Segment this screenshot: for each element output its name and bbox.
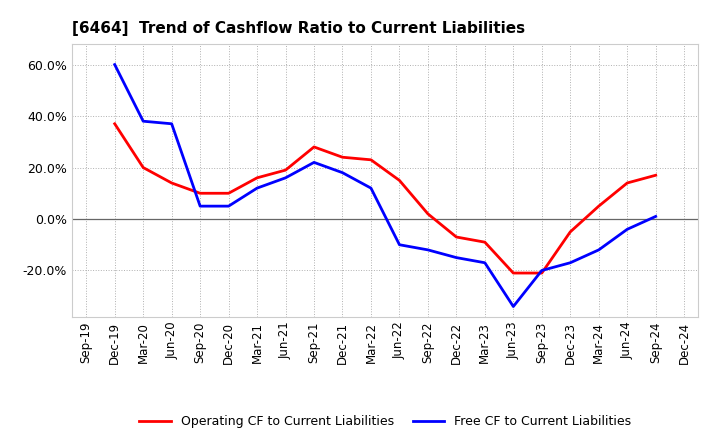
Free CF to Current Liabilities [167, 121, 176, 126]
Operating CF to Current Liabilities [282, 168, 290, 173]
Operating CF to Current Liabilities [253, 175, 261, 180]
Operating CF to Current Liabilities [652, 172, 660, 178]
Free CF to Current Liabilities [196, 203, 204, 209]
Free CF to Current Liabilities [423, 247, 432, 253]
Operating CF to Current Liabilities [537, 271, 546, 276]
Free CF to Current Liabilities [595, 247, 603, 253]
Operating CF to Current Liabilities [196, 191, 204, 196]
Operating CF to Current Liabilities [480, 239, 489, 245]
Operating CF to Current Liabilities [452, 235, 461, 240]
Text: [6464]  Trend of Cashflow Ratio to Current Liabilities: [6464] Trend of Cashflow Ratio to Curren… [72, 21, 525, 36]
Free CF to Current Liabilities [395, 242, 404, 247]
Operating CF to Current Liabilities [225, 191, 233, 196]
Operating CF to Current Liabilities [395, 178, 404, 183]
Free CF to Current Liabilities [652, 214, 660, 219]
Free CF to Current Liabilities [282, 175, 290, 180]
Operating CF to Current Liabilities [423, 211, 432, 216]
Free CF to Current Liabilities [139, 118, 148, 124]
Free CF to Current Liabilities [253, 186, 261, 191]
Free CF to Current Liabilities [310, 160, 318, 165]
Free CF to Current Liabilities [566, 260, 575, 265]
Free CF to Current Liabilities [537, 268, 546, 273]
Free CF to Current Liabilities [338, 170, 347, 175]
Free CF to Current Liabilities [366, 186, 375, 191]
Legend: Operating CF to Current Liabilities, Free CF to Current Liabilities: Operating CF to Current Liabilities, Fre… [135, 411, 636, 433]
Line: Free CF to Current Liabilities: Free CF to Current Liabilities [114, 65, 656, 307]
Free CF to Current Liabilities [452, 255, 461, 260]
Free CF to Current Liabilities [509, 304, 518, 309]
Operating CF to Current Liabilities [110, 121, 119, 126]
Free CF to Current Liabilities [623, 227, 631, 232]
Operating CF to Current Liabilities [595, 203, 603, 209]
Operating CF to Current Liabilities [167, 180, 176, 186]
Free CF to Current Liabilities [110, 62, 119, 67]
Line: Operating CF to Current Liabilities: Operating CF to Current Liabilities [114, 124, 656, 273]
Free CF to Current Liabilities [480, 260, 489, 265]
Operating CF to Current Liabilities [310, 144, 318, 150]
Operating CF to Current Liabilities [509, 271, 518, 276]
Operating CF to Current Liabilities [623, 180, 631, 186]
Operating CF to Current Liabilities [566, 229, 575, 235]
Operating CF to Current Liabilities [338, 154, 347, 160]
Operating CF to Current Liabilities [366, 157, 375, 162]
Operating CF to Current Liabilities [139, 165, 148, 170]
Free CF to Current Liabilities [225, 203, 233, 209]
